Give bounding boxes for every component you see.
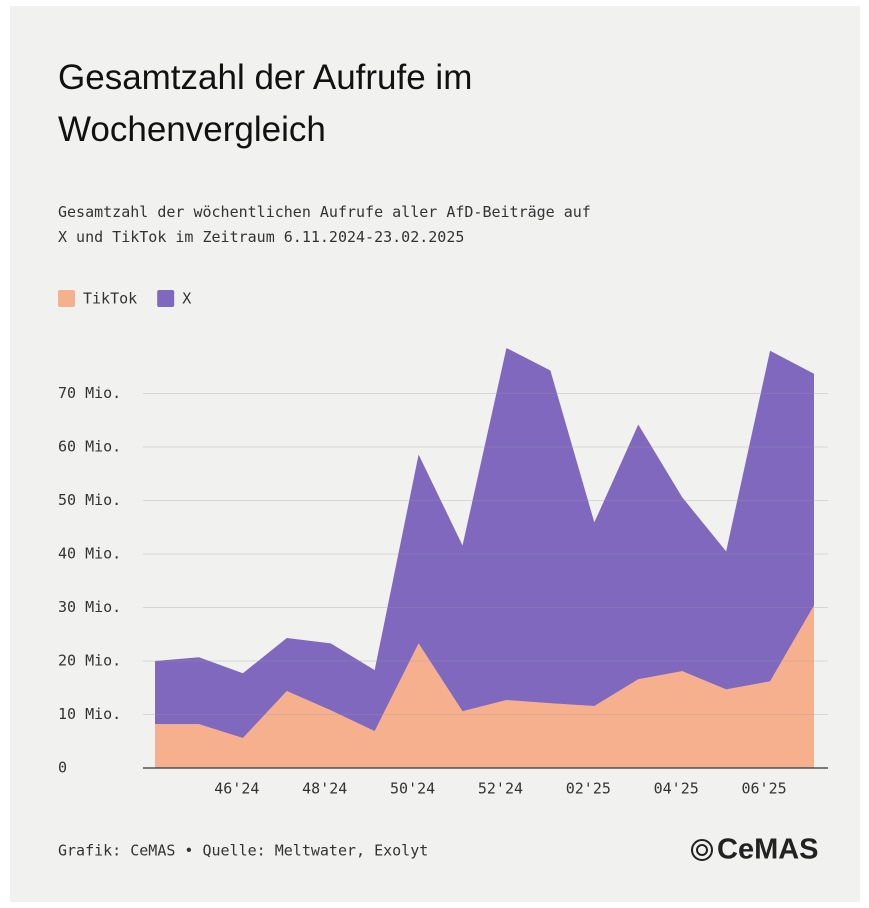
area <box>155 605 814 768</box>
x-tick-label: 50'24 <box>390 780 435 798</box>
chart-subtitle: Gesamtzahl der wöchentlichen Aufrufe all… <box>58 203 591 246</box>
y-tick-label: 20 Mio. <box>58 652 121 670</box>
x-tick-label: 48'24 <box>302 780 347 798</box>
logo: CeMAS <box>717 834 819 866</box>
y-tick-label: 60 Mio. <box>58 438 121 456</box>
y-tick-label: 40 Mio. <box>58 545 121 563</box>
x-tick-label: 46'24 <box>214 780 259 798</box>
logo-icon <box>691 839 713 861</box>
x-tick-label: 04'25 <box>654 780 699 798</box>
chart-title: Gesamtzahl der Aufrufe im Wochenvergleich <box>58 58 472 149</box>
y-tick-label: 70 Mio. <box>58 384 121 402</box>
logo-icon <box>696 844 708 856</box>
area <box>155 348 814 739</box>
y-tick-label: 0 <box>58 759 67 777</box>
x-tick-label: 52'24 <box>478 780 523 798</box>
y-tick-label: 10 Mio. <box>58 705 121 723</box>
footer: Grafik: CeMAS • Quelle: Meltwater, Exoly… <box>58 842 428 860</box>
x-tick-label: 06'25 <box>741 780 786 798</box>
y-tick-label: 30 Mio. <box>58 598 121 616</box>
legend-label: X <box>182 290 191 308</box>
legend-swatch <box>58 290 75 307</box>
legend-swatch <box>157 290 175 307</box>
y-tick-label: 50 Mio. <box>58 491 121 509</box>
legend-label: TikTok <box>83 290 137 308</box>
x-tick-label: 02'25 <box>566 780 611 798</box>
